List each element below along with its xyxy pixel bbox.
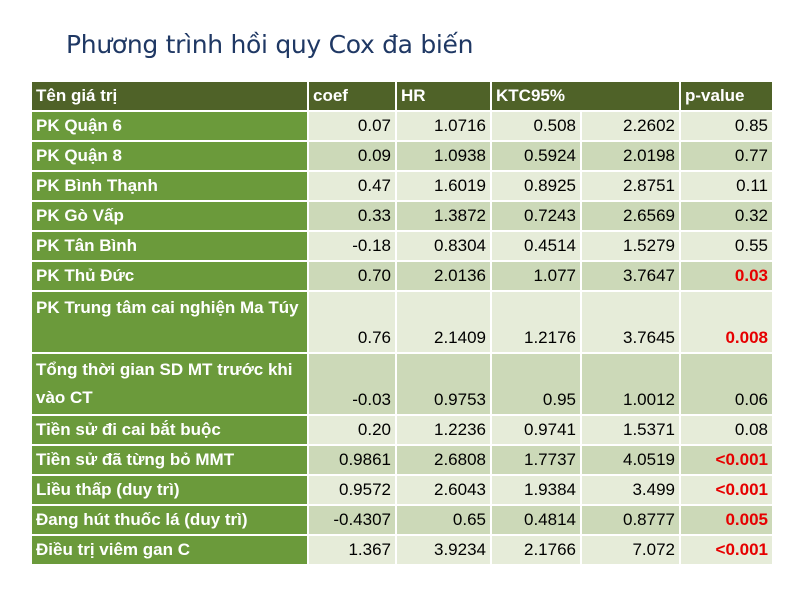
- coef-cell: 0.33: [309, 202, 395, 230]
- ci-low-cell: 0.95: [492, 354, 580, 414]
- table-row: PK Quận 8 0.09 1.0938 0.5924 2.0198 0.77: [32, 142, 772, 170]
- row-label: PK Trung tâm cai nghiện Ma Túy: [32, 292, 307, 352]
- ci-high-cell: 3.499: [582, 476, 679, 504]
- row-label: PK Thủ Đức: [32, 262, 307, 290]
- header-name: Tên giá trị: [32, 82, 307, 110]
- row-label: PK Tân Bình: [32, 232, 307, 260]
- p-value-cell: 0.03: [681, 262, 772, 290]
- ci-high-cell: 4.0519: [582, 446, 679, 474]
- table-row: PK Thủ Đức 0.70 2.0136 1.077 3.7647 0.03: [32, 262, 772, 290]
- table-row: Liều thấp (duy trì) 0.9572 2.6043 1.9384 3.4…: [32, 476, 772, 504]
- ci-low-cell: 1.077: [492, 262, 580, 290]
- p-value-cell: 0.77: [681, 142, 772, 170]
- ci-low-cell: 1.2176: [492, 292, 580, 352]
- ci-high-cell: 2.2602: [582, 112, 679, 140]
- row-label: PK Bình Thạnh: [32, 172, 307, 200]
- coef-cell: 0.07: [309, 112, 395, 140]
- hr-cell: 2.0136: [397, 262, 490, 290]
- ci-high-cell: 7.072: [582, 536, 679, 564]
- hr-cell: 0.65: [397, 506, 490, 534]
- table-row: PK Quận 6 0.07 1.0716 0.508 2.2602 0.85: [32, 112, 772, 140]
- coef-cell: -0.03: [309, 354, 395, 414]
- ci-low-cell: 0.4814: [492, 506, 580, 534]
- table-row: PK Bình Thạnh 0.47 1.6019 0.8925 2.8751 0.11: [32, 172, 772, 200]
- ci-high-cell: 3.7647: [582, 262, 679, 290]
- header-coef: coef: [309, 82, 395, 110]
- p-value-cell: 0.008: [681, 292, 772, 352]
- table-row: Điều trị viêm gan C 1.367 3.9234 2.1766 7.07…: [32, 536, 772, 564]
- ci-low-cell: 0.8925: [492, 172, 580, 200]
- coef-cell: 1.367: [309, 536, 395, 564]
- row-label: Điều trị viêm gan C: [32, 536, 307, 564]
- ci-high-cell: 2.6569: [582, 202, 679, 230]
- hr-cell: 1.3872: [397, 202, 490, 230]
- coef-cell: -0.18: [309, 232, 395, 260]
- ci-high-cell: 1.5279: [582, 232, 679, 260]
- table-row: Tiền sử đi cai bắt buộc 0.20 1.2236 0.9741 1…: [32, 416, 772, 444]
- p-value-cell: 0.005: [681, 506, 772, 534]
- header-p-value: p-value: [681, 82, 772, 110]
- coef-cell: 0.76: [309, 292, 395, 352]
- ci-high-cell: 1.0012: [582, 354, 679, 414]
- coef-cell: 0.20: [309, 416, 395, 444]
- page-title: Phương trình hồi quy Cox đa biến: [66, 30, 474, 59]
- p-value-cell: 0.08: [681, 416, 772, 444]
- row-label: PK Quận 8: [32, 142, 307, 170]
- table-row: PK Trung tâm cai nghiện Ma Túy 0.76 2.1409…: [32, 292, 772, 352]
- coef-cell: 0.09: [309, 142, 395, 170]
- ci-high-cell: 2.8751: [582, 172, 679, 200]
- p-value-cell: 0.32: [681, 202, 772, 230]
- table-row: Đang hút thuốc lá (duy trì) -0.4307 0.65 0.…: [32, 506, 772, 534]
- hr-cell: 0.8304: [397, 232, 490, 260]
- ci-high-cell: 2.0198: [582, 142, 679, 170]
- hr-cell: 2.1409: [397, 292, 490, 352]
- ci-high-cell: 1.5371: [582, 416, 679, 444]
- table-row: Tiền sử đã từng bỏ MMT 0.9861 2.6808 1.7737…: [32, 446, 772, 474]
- hr-cell: 1.0938: [397, 142, 490, 170]
- p-value-cell: 0.85: [681, 112, 772, 140]
- row-label: Liều thấp (duy trì): [32, 476, 307, 504]
- hr-cell: 1.2236: [397, 416, 490, 444]
- ci-high-cell: 0.8777: [582, 506, 679, 534]
- ci-low-cell: 0.5924: [492, 142, 580, 170]
- table-row: Tổng thời gian SD MT trước khi vào CT -0.…: [32, 354, 772, 414]
- p-value-cell: <0.001: [681, 476, 772, 504]
- ci-low-cell: 0.9741: [492, 416, 580, 444]
- row-label: PK Gò Vấp: [32, 202, 307, 230]
- coef-cell: 0.9861: [309, 446, 395, 474]
- table-row: PK Gò Vấp 0.33 1.3872 0.7243 2.6569 0.32: [32, 202, 772, 230]
- ci-low-cell: 2.1766: [492, 536, 580, 564]
- coef-cell: 0.9572: [309, 476, 395, 504]
- hr-cell: 1.6019: [397, 172, 490, 200]
- hr-cell: 2.6808: [397, 446, 490, 474]
- hr-cell: 1.0716: [397, 112, 490, 140]
- row-label: PK Quận 6: [32, 112, 307, 140]
- p-value-cell: <0.001: [681, 446, 772, 474]
- row-label: Tiền sử đã từng bỏ MMT: [32, 446, 307, 474]
- header-row: Tên giá trị coef HR KTC95% p-value: [32, 82, 772, 110]
- ci-low-cell: 0.4514: [492, 232, 580, 260]
- table-row: PK Tân Bình -0.18 0.8304 0.4514 1.5279 0.55: [32, 232, 772, 260]
- p-value-cell: 0.11: [681, 172, 772, 200]
- ci-high-cell: 3.7645: [582, 292, 679, 352]
- p-value-cell: <0.001: [681, 536, 772, 564]
- coef-cell: 0.70: [309, 262, 395, 290]
- row-label: Đang hút thuốc lá (duy trì): [32, 506, 307, 534]
- ci-low-cell: 1.9384: [492, 476, 580, 504]
- hr-cell: 0.9753: [397, 354, 490, 414]
- coef-cell: 0.47: [309, 172, 395, 200]
- header-hr: HR: [397, 82, 490, 110]
- header-ci95: KTC95%: [492, 82, 679, 110]
- row-label: Tiền sử đi cai bắt buộc: [32, 416, 307, 444]
- row-label: Tổng thời gian SD MT trước khi vào CT: [32, 354, 307, 414]
- ci-low-cell: 0.7243: [492, 202, 580, 230]
- p-value-cell: 0.06: [681, 354, 772, 414]
- ci-low-cell: 1.7737: [492, 446, 580, 474]
- p-value-cell: 0.55: [681, 232, 772, 260]
- cox-regression-table: Tên giá trị coef HR KTC95% p-value PK Qu…: [30, 80, 774, 566]
- hr-cell: 3.9234: [397, 536, 490, 564]
- hr-cell: 2.6043: [397, 476, 490, 504]
- coef-cell: -0.4307: [309, 506, 395, 534]
- ci-low-cell: 0.508: [492, 112, 580, 140]
